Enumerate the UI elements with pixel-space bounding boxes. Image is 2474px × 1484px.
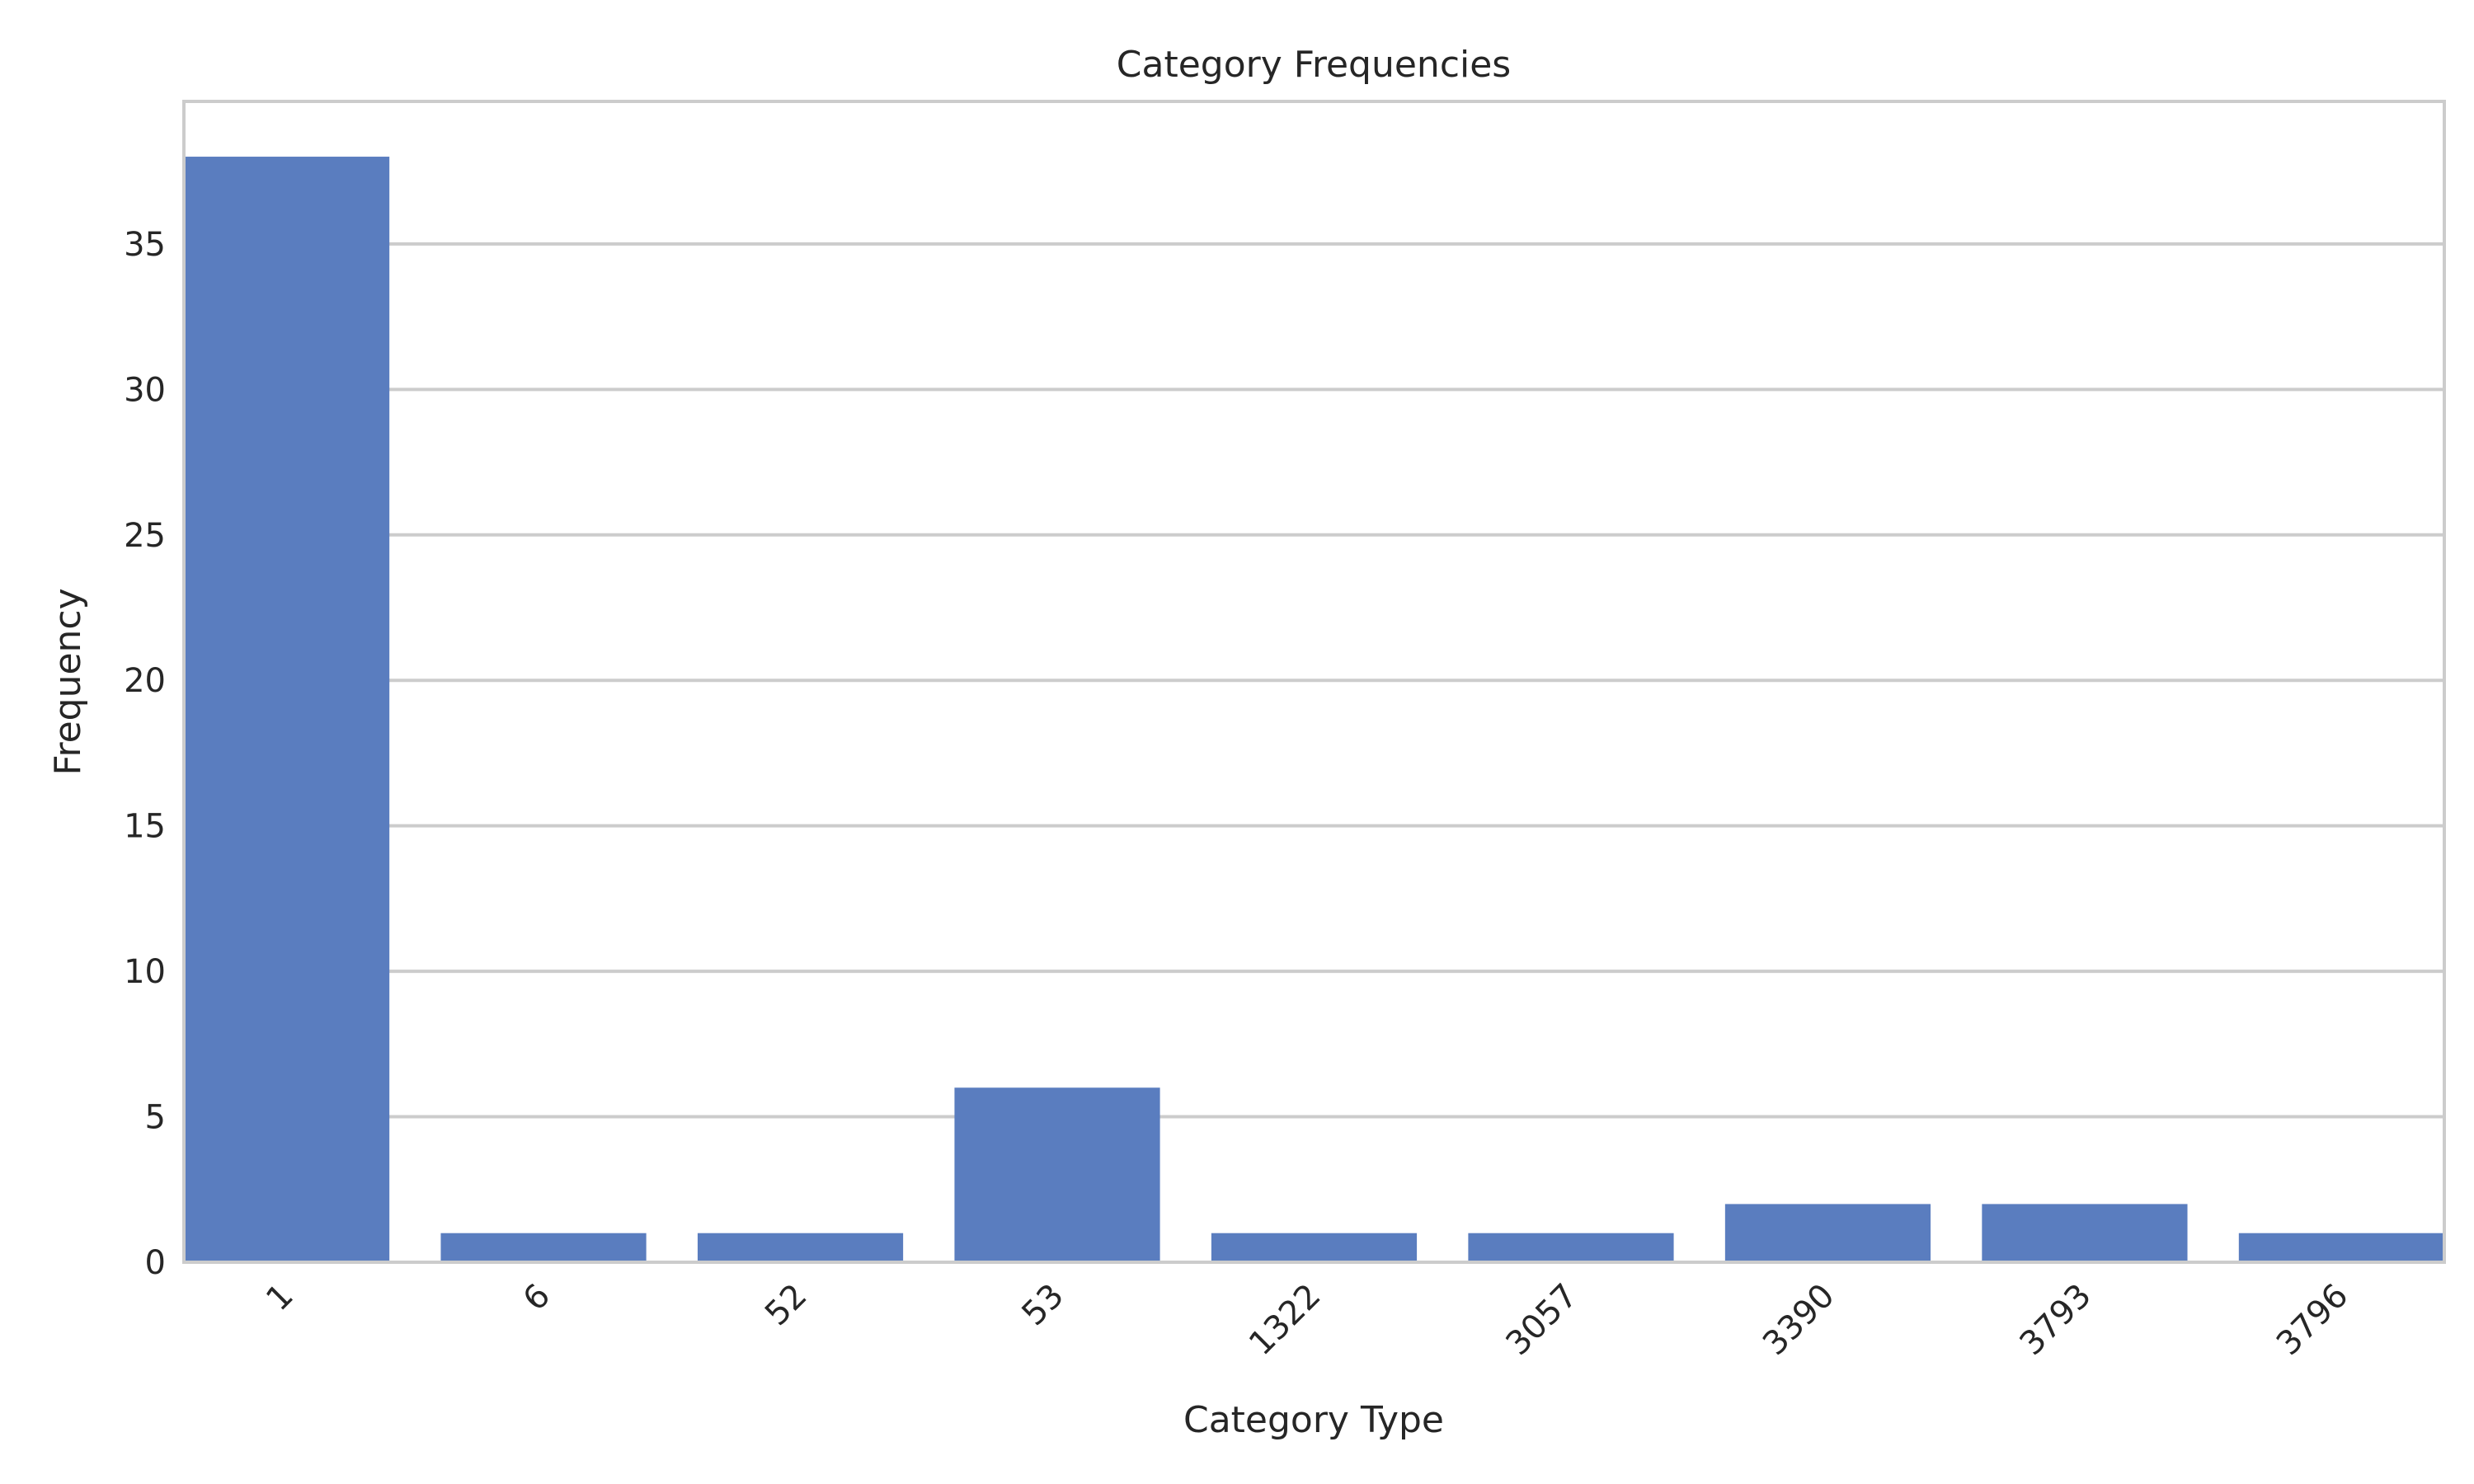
- chart-title: Category Frequencies: [1117, 44, 1511, 86]
- x-tick-label: 3793: [2012, 1277, 2099, 1364]
- y-axis-label: Frequency: [47, 588, 89, 775]
- y-tick-label: 20: [124, 662, 166, 700]
- bar-6: [440, 1233, 647, 1262]
- bar-52: [697, 1233, 904, 1262]
- plot-frame: [182, 100, 2446, 1264]
- y-tick-labels: 0 5 10 15 20 25 30 35: [124, 226, 166, 1282]
- y-tick-label: 15: [124, 808, 166, 846]
- x-tick-label: 52: [758, 1277, 815, 1334]
- x-tick-label: 3796: [2269, 1277, 2356, 1364]
- y-tick-label: 0: [145, 1244, 166, 1282]
- x-tick-label: 1322: [1242, 1277, 1329, 1364]
- x-tick-label: 1: [259, 1277, 301, 1319]
- y-tick-label: 25: [124, 517, 166, 555]
- y-tick-label: 10: [124, 953, 166, 991]
- bars: [184, 157, 2444, 1263]
- bar-3057: [1468, 1233, 1674, 1262]
- x-tick-label: 3057: [1499, 1277, 1586, 1364]
- x-tick-label: 3390: [1756, 1277, 1842, 1364]
- y-tick-label: 30: [124, 371, 166, 409]
- x-tick-label: 6: [516, 1277, 558, 1319]
- y-tick-label: 5: [145, 1099, 166, 1137]
- bar-1: [184, 157, 390, 1263]
- bar-3796: [2238, 1233, 2444, 1262]
- x-tick-label: 53: [1015, 1277, 1072, 1334]
- bar-3390: [1724, 1204, 1931, 1262]
- grid-lines: [184, 242, 2444, 1264]
- bar-3793: [1982, 1204, 2188, 1262]
- x-tick-labels: 1 6 52 53 1322 3057 3390 3793 3796: [259, 1277, 2355, 1364]
- y-tick-label: 35: [124, 226, 166, 264]
- x-axis-label: Category Type: [1183, 1399, 1444, 1441]
- bar-1322: [1211, 1233, 1418, 1262]
- bar-53: [954, 1087, 1160, 1262]
